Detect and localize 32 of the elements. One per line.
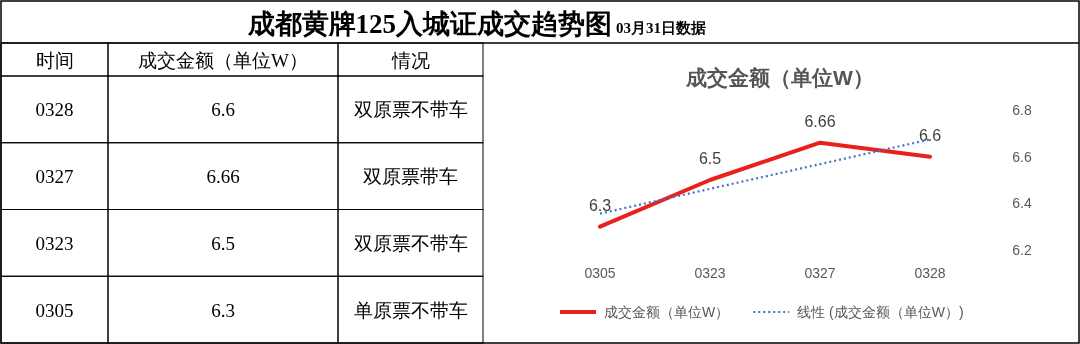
text: 6.5: [211, 232, 235, 254]
text: 双原票带车: [363, 166, 458, 188]
x-tick-label: 0327: [804, 265, 836, 281]
text: 6.3: [211, 299, 235, 321]
y-tick-label: 6.2: [1012, 242, 1032, 258]
text: 时间: [35, 49, 74, 71]
chart-title: 成交金额（单位W）: [685, 66, 874, 89]
text: 6.66: [206, 166, 240, 188]
text: 双原票不带车: [353, 232, 468, 254]
x-tick-label: 0328: [914, 265, 946, 281]
text: 0305: [35, 299, 74, 321]
text: 成交金额（单位W）: [138, 49, 308, 71]
text: 0327: [35, 166, 74, 188]
text: 情况: [390, 49, 430, 71]
data-label: 6.6: [918, 126, 942, 144]
text: 03月31日数据: [616, 20, 706, 36]
data-label: 6.5: [698, 150, 722, 167]
y-tick-label: 6.6: [1012, 148, 1032, 165]
text: 双原票不带车: [353, 99, 468, 121]
data-label: 6.66: [804, 112, 836, 130]
y-tick-label: 6.4: [1012, 195, 1032, 212]
text: 6.6: [211, 99, 235, 121]
legend-label: 成交金额（单位W）: [604, 304, 730, 320]
text: 单原票不带车: [353, 299, 468, 321]
data-label: 6.3: [588, 196, 612, 214]
y-tick-label: 6.8: [1012, 102, 1032, 118]
x-tick-label: 0323: [694, 265, 726, 281]
text: 0323: [35, 232, 74, 254]
x-tick-label: 0305: [584, 265, 616, 281]
text: 0328: [35, 99, 74, 121]
legend-label: 线性 (成交金额（单位W）): [797, 304, 964, 320]
text: 成都黄牌125入城证成交趋势图: [246, 9, 612, 39]
